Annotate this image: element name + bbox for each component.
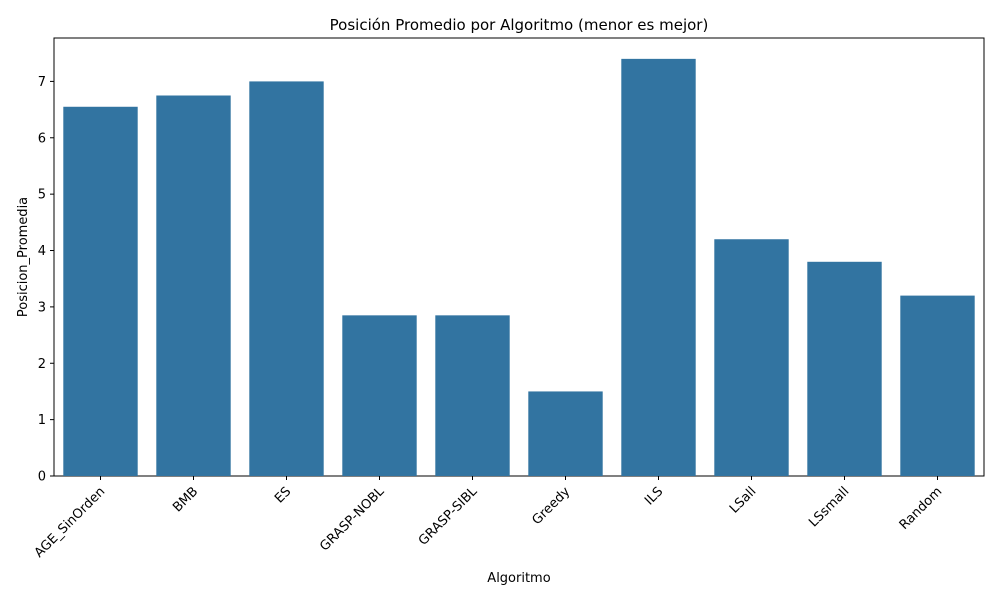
bar — [435, 315, 510, 476]
bar — [807, 261, 882, 476]
bars-group — [63, 58, 975, 477]
plot-frame — [53, 37, 985, 477]
bar — [528, 391, 603, 476]
y-tick-label: 6 — [38, 131, 46, 146]
y-axis: 0 1 2 3 4 5 6 7 — [38, 75, 54, 485]
bar — [714, 239, 789, 476]
plot-area — [53, 37, 985, 477]
y-tick-label: 2 — [38, 357, 46, 372]
bar — [156, 95, 231, 476]
bar — [900, 295, 975, 476]
y-tick-label: 1 — [38, 413, 46, 428]
y-tick-label: 5 — [38, 188, 46, 203]
chart-title: Posición Promedio por Algoritmo (menor e… — [330, 16, 709, 34]
bar — [249, 81, 324, 476]
x-axis-label: Algoritmo — [487, 571, 550, 586]
bar — [63, 106, 138, 477]
y-axis-label: Posicion_Promedia — [16, 197, 31, 317]
y-tick-label: 7 — [38, 75, 46, 90]
y-tick-label: 3 — [38, 300, 46, 315]
bar — [621, 58, 696, 477]
y-tick-label: 4 — [38, 244, 46, 259]
bar — [342, 315, 417, 476]
y-tick-label: 0 — [38, 470, 46, 485]
